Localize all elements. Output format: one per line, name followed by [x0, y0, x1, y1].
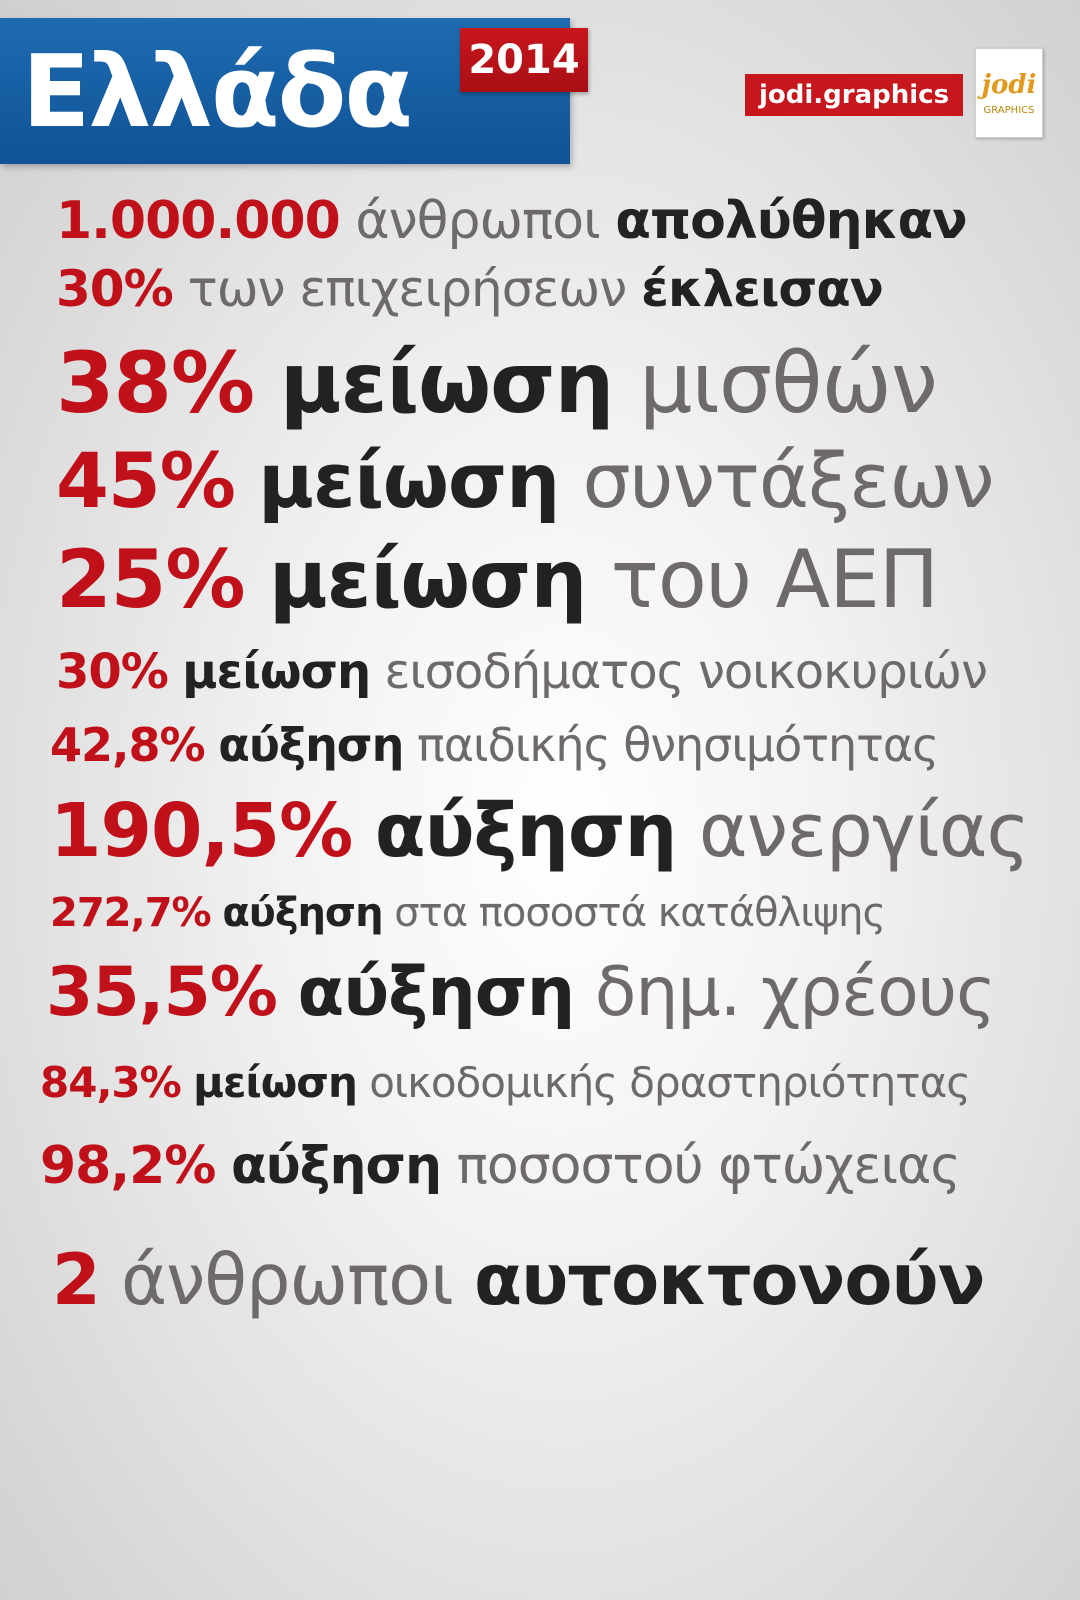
year-badge: 2014 — [460, 28, 588, 92]
stat-phrase: ποσοστού φτώχειας — [456, 1136, 961, 1196]
stat-phrase: μισθών — [639, 334, 938, 432]
svg-text:jodi: jodi — [977, 70, 1037, 100]
page-title: Ελλάδα — [22, 33, 413, 150]
stat-phrase: ανεργίας — [698, 788, 1030, 874]
stat-row: 190,5% αύξηση ανεργίας — [50, 783, 1030, 879]
stat-row: 272,7% αύξηση στα ποσοστά κατάθλιψης — [50, 884, 886, 942]
stat-value: 98,2% — [40, 1136, 216, 1196]
stat-phrase: του ΑΕΠ — [610, 533, 939, 626]
stat-keyword: αύξηση — [297, 953, 576, 1032]
stat-row: 1.000.000 άνθρωποι απολύθηκαν — [56, 190, 968, 252]
stat-phrase: παιδικής θνησιμότητας — [417, 718, 939, 772]
stat-row: 25% μείωση του ΑΕΠ — [56, 530, 939, 630]
stat-row: 84,3% μείωση οικοδομικής δραστηριότητας — [40, 1052, 971, 1114]
stat-row: 42,8% αύξηση παιδικής θνησιμότητας — [50, 714, 939, 776]
stat-value: 84,3% — [40, 1058, 182, 1107]
stat-value: 2 — [52, 1239, 101, 1321]
stat-phrase: συντάξεων — [582, 436, 994, 525]
stat-keyword: μείωση — [182, 644, 371, 700]
stat-keyword: αυτοκτονούν — [474, 1239, 985, 1321]
stat-phrase: στα ποσοστά κατάθλιψης — [394, 890, 886, 936]
stat-phrase: άνθρωποι — [120, 1239, 454, 1321]
stat-phrase: των επιχειρήσεων — [187, 260, 628, 318]
stat-row: 38% μείωση μισθών — [56, 333, 938, 433]
stat-value: 25% — [56, 533, 245, 626]
stat-phrase: εισοδήματος νοικοκυριών — [384, 644, 987, 700]
stat-row: 30% μείωση εισοδήματος νοικοκυριών — [56, 640, 988, 704]
stat-value: 45% — [56, 436, 236, 525]
stat-keyword: αύξηση — [218, 718, 404, 772]
stat-phrase: άνθρωποι — [355, 191, 600, 251]
stat-value: 38% — [56, 334, 255, 432]
stat-value: 30% — [56, 260, 174, 318]
stat-keyword: αύξηση — [230, 1136, 442, 1196]
stat-phrase: οικοδομικής δραστηριότητας — [369, 1058, 971, 1107]
final-headline: ΚΑΘΕ ΜΕΡΑ — [0, 1345, 1080, 1575]
stat-value: 190,5% — [50, 788, 353, 874]
brand: jodi.graphics jodi GRAPHICS — [745, 48, 1045, 140]
stat-row: 2 άνθρωποι αυτοκτονούν — [52, 1232, 985, 1328]
stat-keyword: έκλεισαν — [641, 260, 884, 318]
stat-phrase: δημ. χρέους — [594, 953, 996, 1032]
stat-row: 45% μείωση συντάξεων — [56, 433, 994, 529]
stat-keyword: απολύθηκαν — [615, 191, 967, 251]
stat-value: 30% — [56, 644, 169, 700]
stat-row: 98,2% αύξηση ποσοστού φτώχειας — [40, 1131, 961, 1201]
stat-keyword: μείωση — [279, 334, 615, 432]
stat-row: 30% των επιχειρήσεων έκλεισαν — [56, 258, 884, 320]
stat-keyword: μείωση — [258, 436, 560, 525]
stat-row: 35,5% αύξηση δημ. χρέους — [46, 948, 996, 1038]
svg-text:GRAPHICS: GRAPHICS — [984, 105, 1035, 116]
stat-value: 1.000.000 — [56, 191, 341, 251]
stat-keyword: αύξηση — [222, 890, 383, 936]
stat-keyword: μείωση — [268, 533, 587, 626]
stat-value: 272,7% — [50, 890, 212, 936]
stat-value: 35,5% — [46, 953, 278, 1032]
brand-logo: jodi GRAPHICS — [975, 48, 1043, 138]
brand-label: jodi.graphics — [745, 74, 964, 116]
stat-keyword: μείωση — [193, 1058, 358, 1107]
stat-keyword: αύξηση — [374, 788, 678, 874]
stat-value: 42,8% — [50, 718, 206, 772]
